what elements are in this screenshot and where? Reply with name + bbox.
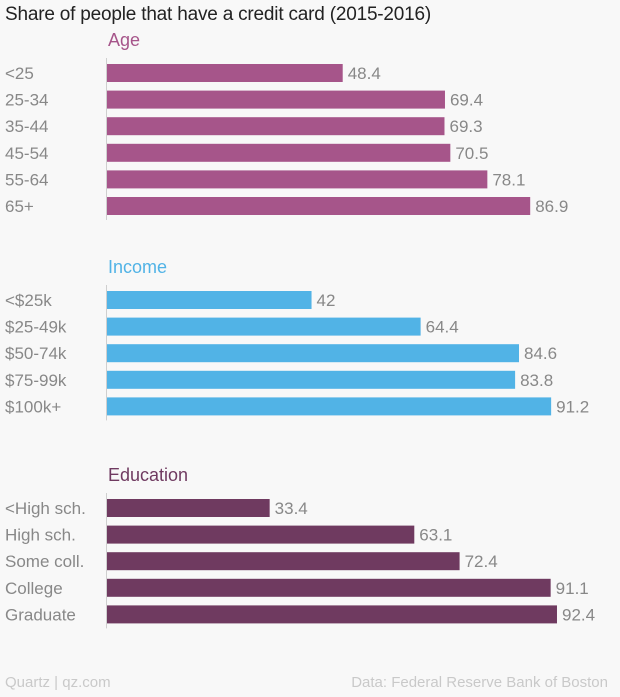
education-category-label: High sch. <box>5 526 76 545</box>
education-value-label: 72.4 <box>465 552 498 571</box>
education-category-label: <High sch. <box>5 499 86 518</box>
income-value-label: 83.8 <box>520 371 553 390</box>
age-value-label: 70.5 <box>455 144 488 163</box>
income-category-label: $50-74k <box>5 344 67 363</box>
income-bar <box>107 397 552 416</box>
age-group-title: Age <box>108 30 140 50</box>
education-value-label: 63.1 <box>419 526 452 545</box>
age-bar <box>107 143 451 162</box>
income-bar <box>107 291 312 309</box>
age-category-label: 25-34 <box>5 91 48 110</box>
education-value-label: 92.4 <box>562 605 595 624</box>
education-value-label: 91.1 <box>556 579 589 598</box>
income-bar <box>107 344 520 363</box>
education-group-title: Education <box>108 465 188 485</box>
age-category-label: <25 <box>5 64 34 83</box>
age-category-label: 45-54 <box>5 144 48 163</box>
education-bar <box>107 552 460 571</box>
age-bar <box>107 197 531 215</box>
age-value-label: 69.3 <box>449 117 482 136</box>
income-value-label: 84.6 <box>524 344 557 363</box>
education-bar <box>107 525 415 544</box>
education-bar <box>107 499 270 517</box>
income-bar <box>107 370 516 389</box>
income-group-title: Income <box>108 257 167 277</box>
age-category-label: 55-64 <box>5 170 48 189</box>
education-category-label: College <box>5 579 63 598</box>
age-bar <box>107 64 343 82</box>
footer-source-brand: Quartz | qz.com <box>5 674 111 691</box>
footer-data-credit: Data: Federal Reserve Bank of Boston <box>351 674 608 691</box>
age-value-label: 78.1 <box>492 170 525 189</box>
age-bar <box>107 90 445 109</box>
income-category-label: $25-49k <box>5 318 67 337</box>
age-category-label: 35-44 <box>5 117 48 136</box>
education-category-label: Graduate <box>5 605 76 624</box>
income-category-label: $100k+ <box>5 397 61 416</box>
income-category-label: <$25k <box>5 291 52 310</box>
age-category-label: 65+ <box>5 197 34 216</box>
education-bar <box>107 605 557 624</box>
income-category-label: $75-99k <box>5 371 67 390</box>
age-value-label: 48.4 <box>348 64 381 83</box>
age-value-label: 86.9 <box>535 197 568 216</box>
education-value-label: 33.4 <box>275 499 308 518</box>
age-value-label: 69.4 <box>450 91 483 110</box>
income-value-label: 42 <box>317 291 336 310</box>
income-bar <box>107 317 421 336</box>
chart-title: Share of people that have a credit card … <box>5 4 432 25</box>
income-value-label: 64.4 <box>426 318 459 337</box>
education-bar <box>107 578 551 597</box>
education-category-label: Some coll. <box>5 552 84 571</box>
age-bar <box>107 117 445 136</box>
income-value-label: 91.2 <box>556 397 589 416</box>
age-bar <box>107 170 488 189</box>
